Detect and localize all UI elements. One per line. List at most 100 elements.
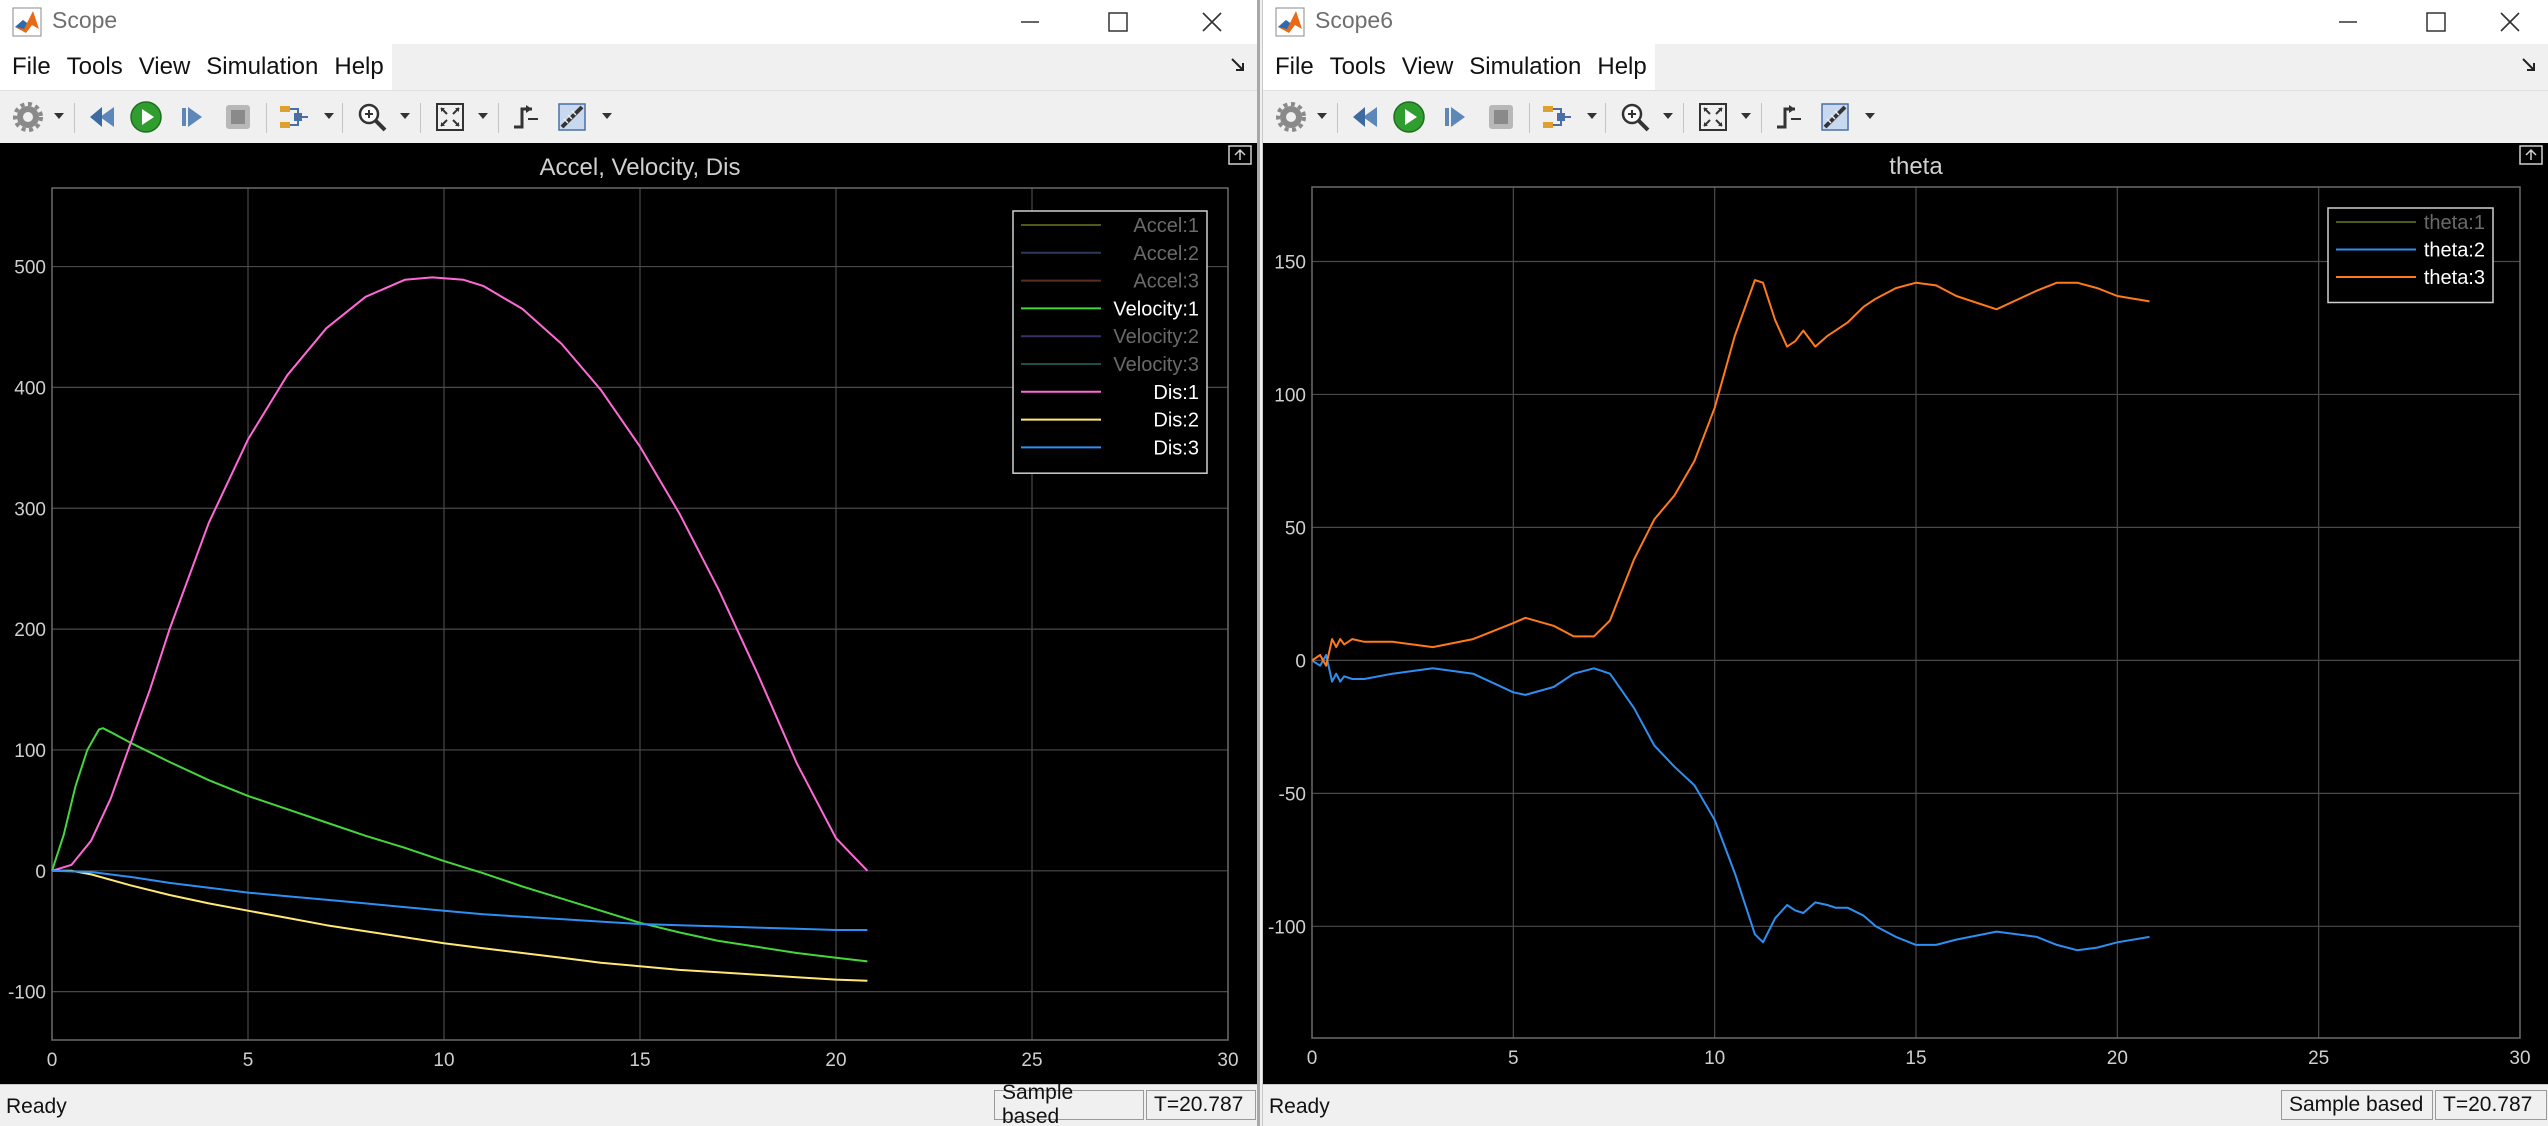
- close-icon: [2500, 12, 2520, 32]
- legend-label: Accel:3: [1133, 271, 1199, 293]
- dock-arrow-icon[interactable]: [2520, 56, 2540, 76]
- menu-simulation[interactable]: Simulation: [1469, 53, 1582, 80]
- step-forward-button[interactable]: [174, 99, 210, 135]
- x-tick-label: 0: [1307, 1048, 1318, 1069]
- maximize-button[interactable]: [2401, 0, 2471, 44]
- measurements-dropdown[interactable]: [600, 99, 614, 135]
- chevron-down-icon: [478, 113, 488, 119]
- measurements-icon: [558, 103, 586, 131]
- y-tick-label: 50: [1285, 518, 1306, 539]
- axes-box: [1311, 186, 2521, 1039]
- scope6-window: Scope6 File Tools View Simulation Help: [1262, 0, 2548, 1126]
- minimize-button[interactable]: [995, 0, 1065, 44]
- settings-button[interactable]: [1273, 99, 1309, 135]
- plot-area[interactable]: Accel, Velocity, Dis 0 5 10 15 20 25 30 -100 0 100…: [0, 143, 1257, 1084]
- y-tick-label: 300: [14, 499, 46, 520]
- signal-selector-icon: [280, 106, 308, 128]
- scope-chart[interactable]: theta 0 5 10 15 20 25 30 -100 -50 0 50 100 150 theta:1…: [1263, 143, 2548, 1084]
- x-tick-label: 5: [1508, 1048, 1519, 1069]
- menu-file[interactable]: File: [1275, 53, 1314, 80]
- menu-tools[interactable]: Tools: [1329, 53, 1386, 80]
- measurements-dropdown[interactable]: [1863, 99, 1877, 135]
- menu-strip: File Tools View Simulation Help: [1263, 44, 1655, 90]
- undock-icon-arrow: [1234, 148, 1246, 160]
- y-tick-label: -100: [8, 983, 46, 1004]
- toolbar-separator: [420, 103, 421, 133]
- undock-icon: [2519, 145, 2543, 165]
- autoscale-button[interactable]: [1695, 99, 1731, 135]
- scope-chart[interactable]: Accel, Velocity, Dis 0 5 10 15 20 25 30 -100 0 100…: [0, 143, 1257, 1084]
- zoom-dropdown[interactable]: [1661, 99, 1675, 135]
- legend-label: Dis:3: [1153, 437, 1199, 459]
- scope-window: Scope File Tools View Simulation Help: [0, 0, 1260, 1126]
- x-tick-label: 25: [1021, 1050, 1042, 1071]
- autoscale-button[interactable]: [432, 99, 468, 135]
- settings-button[interactable]: [10, 99, 46, 135]
- step-forward-icon: [182, 107, 202, 127]
- measurements-button[interactable]: [554, 99, 590, 135]
- signal-selector-dropdown[interactable]: [322, 99, 336, 135]
- signal-selector-button[interactable]: [1539, 99, 1575, 135]
- minimize-button[interactable]: [2313, 0, 2383, 44]
- maximize-button[interactable]: [1083, 0, 1153, 44]
- gear-icon: [1276, 102, 1306, 132]
- close-button[interactable]: [2475, 0, 2545, 44]
- toolbar-separator: [1337, 103, 1338, 133]
- autoscale-dropdown[interactable]: [1739, 99, 1753, 135]
- close-button[interactable]: [1177, 0, 1247, 44]
- sample-mode-indicator: Sample based: [994, 1081, 1144, 1126]
- zoom-button[interactable]: [1617, 99, 1653, 135]
- plot-area[interactable]: theta 0 5 10 15 20 25 30 -100 -50 0 50 100 150 theta:1…: [1263, 143, 2548, 1084]
- chevron-down-icon: [1741, 113, 1751, 119]
- settings-dropdown[interactable]: [52, 99, 66, 135]
- menu-help[interactable]: Help: [334, 53, 384, 80]
- autoscale-dropdown[interactable]: [476, 99, 490, 135]
- menu-view[interactable]: View: [138, 53, 191, 80]
- undock-icon: [1228, 145, 1252, 165]
- step-back-button[interactable]: [1347, 99, 1383, 135]
- signal-selector-dropdown[interactable]: [1585, 99, 1599, 135]
- triggers-icon: [514, 105, 538, 129]
- legend: Accel:1 Accel:2 Accel:3 Velocity:1 Velocity:…: [1012, 210, 1208, 474]
- zoom-button[interactable]: [354, 99, 390, 135]
- y-tick-label: 150: [1274, 252, 1306, 273]
- menu-tools[interactable]: Tools: [66, 53, 123, 80]
- title-bar[interactable]: Scope6: [1263, 0, 2548, 44]
- step-forward-button[interactable]: [1437, 99, 1473, 135]
- y-tick-label: 500: [14, 258, 46, 279]
- play-icon: [1393, 101, 1425, 133]
- series-line-theta-2: [1311, 654, 2150, 952]
- undock-icon-frame: [1228, 145, 1252, 165]
- y-tick-label: 0: [35, 862, 46, 883]
- menu-view[interactable]: View: [1401, 53, 1454, 80]
- chart-title: Accel, Velocity, Dis: [540, 154, 741, 181]
- undock-icon-arrow: [2525, 148, 2537, 160]
- dock-arrow-icon[interactable]: [1229, 56, 1249, 76]
- stop-button[interactable]: [1483, 99, 1519, 135]
- settings-dropdown[interactable]: [1315, 99, 1329, 135]
- y-tick-label: 200: [14, 620, 46, 641]
- triggers-button[interactable]: [508, 99, 544, 135]
- run-button[interactable]: [1391, 99, 1427, 135]
- step-back-button[interactable]: [84, 99, 120, 135]
- signal-selector-button[interactable]: [276, 99, 312, 135]
- menu-file[interactable]: File: [12, 53, 51, 80]
- menu-help[interactable]: Help: [1597, 53, 1647, 80]
- stop-button[interactable]: [220, 99, 256, 135]
- legend-label: Accel:1: [1133, 215, 1199, 237]
- zoom-dropdown[interactable]: [398, 99, 412, 135]
- x-tick-label: 20: [825, 1050, 846, 1071]
- chevron-down-icon: [1663, 113, 1673, 119]
- title-bar[interactable]: Scope: [0, 0, 1257, 44]
- menu-simulation[interactable]: Simulation: [206, 53, 319, 80]
- y-tick-label: -100: [1268, 917, 1306, 938]
- y-tick-label: -50: [1279, 784, 1306, 805]
- x-tick-label: 5: [243, 1050, 254, 1071]
- undock-icon-frame: [2519, 145, 2543, 165]
- legend-label: Dis:1: [1153, 382, 1199, 404]
- legend-label: Velocity:1: [1113, 298, 1199, 320]
- run-button[interactable]: [128, 99, 164, 135]
- triggers-button[interactable]: [1771, 99, 1807, 135]
- measurements-button[interactable]: [1817, 99, 1853, 135]
- legend-label: Accel:2: [1133, 243, 1199, 265]
